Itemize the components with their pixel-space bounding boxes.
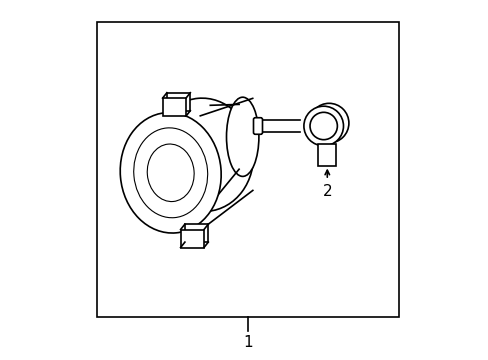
Bar	[97, 22, 399, 317]
Ellipse shape	[120, 113, 221, 233]
Ellipse shape	[309, 112, 337, 140]
Text: 1: 1	[243, 335, 252, 350]
Ellipse shape	[226, 97, 258, 176]
Bar	[184, 224, 208, 242]
Bar	[318, 144, 336, 166]
Ellipse shape	[147, 144, 194, 202]
Ellipse shape	[309, 103, 348, 143]
Bar	[163, 98, 185, 116]
Bar	[166, 93, 190, 111]
Ellipse shape	[133, 128, 207, 218]
FancyBboxPatch shape	[253, 118, 262, 134]
Ellipse shape	[303, 106, 343, 146]
Text: 2: 2	[322, 184, 331, 199]
Ellipse shape	[152, 98, 253, 211]
Bar	[180, 230, 203, 248]
